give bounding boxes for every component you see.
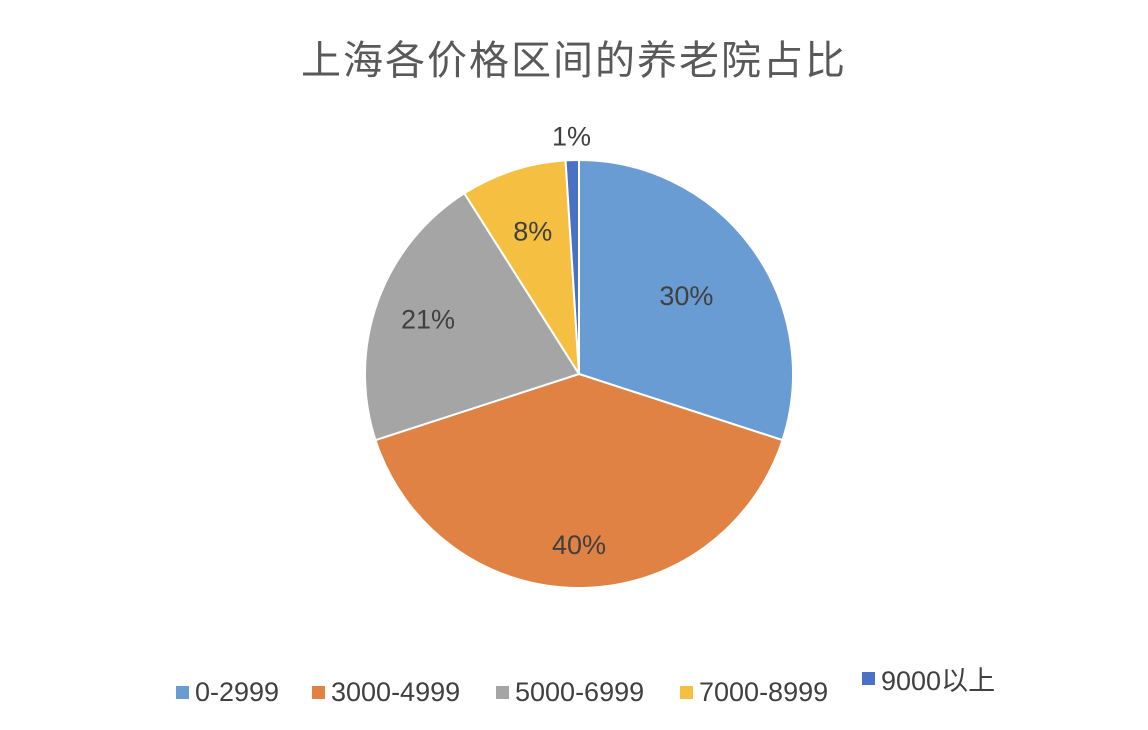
legend-label: 3000-4999: [331, 676, 461, 707]
data-label-9000以上: 1%: [552, 122, 591, 152]
pie-slice-9000以上: [564, 158, 580, 375]
legend-item-3: 7000-8999: [680, 672, 828, 712]
chart-title: 上海各价格区间的养老院占比: [301, 38, 847, 84]
pie-slice-7000-8999: [462, 159, 580, 375]
legend-label: 5000-6999: [515, 676, 645, 707]
data-label-7000-8999: 8%: [513, 217, 552, 247]
pie-slice-5000-6999: [364, 191, 581, 442]
legend-item-1: 3000-4999: [312, 672, 460, 712]
legend-label: 9000以上: [881, 665, 996, 696]
legend-item-4: 9000以上: [862, 658, 995, 698]
legend-label: 0-2999: [195, 676, 280, 707]
legend-swatch-icon: [680, 685, 693, 699]
legend-swatch-icon: [176, 685, 189, 699]
data-label-5000-6999: 21%: [401, 305, 455, 335]
legend-swatch-icon: [496, 685, 509, 699]
data-label-3000-4999: 40%: [552, 530, 606, 560]
legend-label: 7000-8999: [699, 676, 829, 707]
legend-swatch-icon: [312, 685, 325, 699]
data-label-0-2999: 30%: [659, 281, 713, 311]
legend: 0-2999 3000-4999 5000-6999 7000-8999 900…: [0, 666, 1148, 712]
legend-item-0: 0-2999: [176, 672, 279, 712]
legend-item-2: 5000-6999: [496, 672, 644, 712]
pie-slice-0-2999: [578, 158, 794, 442]
legend-swatch-icon: [862, 671, 875, 685]
pie-slice-3000-4999: [374, 372, 784, 589]
